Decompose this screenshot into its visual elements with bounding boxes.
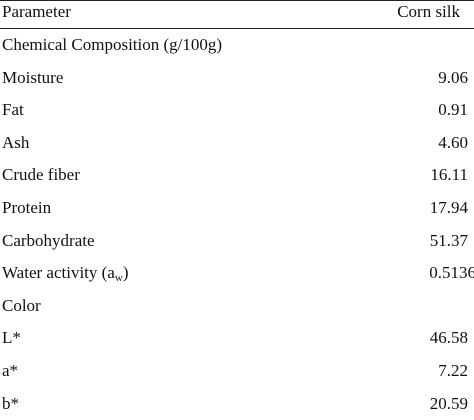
row-label: b* [2, 388, 19, 420]
row-label: Protein [2, 192, 51, 224]
table-row: b* 20.59 [0, 388, 474, 420]
label-text: Ash [2, 132, 30, 152]
row-value: 46.58 [429, 328, 468, 348]
table-row: Water activity (aw) 0.5136 [0, 257, 474, 289]
label-suffix: ) [122, 263, 129, 283]
header-row: Parameter Corn silk [0, 0, 474, 28]
row-value: 17.94 [429, 198, 468, 217]
row-label: Chemical Composition (g/100g) [2, 29, 222, 61]
row-label: Color [2, 290, 41, 322]
table-row: a* 7.22 [0, 355, 474, 387]
row-label: Fat [2, 94, 24, 126]
table-row: L* 46.58 [0, 322, 474, 354]
label-text: Water activity (a [2, 263, 115, 283]
row-value: 0.91 [438, 100, 468, 120]
row-label: Carbohydrate [2, 225, 95, 257]
label-text: Moisture [2, 67, 64, 87]
row-value: 7.22 [438, 361, 468, 380]
table-row: Chemical Composition (g/100g) [0, 29, 474, 61]
label-text: Carbohydrate [2, 230, 95, 250]
table-row: Fat 0.91 [0, 94, 474, 126]
header-rule [0, 28, 474, 29]
table-row: Crude fiber 16.11 [0, 159, 474, 191]
label-text: L* [2, 328, 21, 348]
table-row: Carbohydrate 51.37 [0, 225, 474, 257]
row-label: a* [2, 355, 18, 387]
row-label: Water activity (aw) [2, 257, 128, 289]
table-row: Protein 17.94 [0, 192, 474, 224]
label-text: a* [2, 361, 19, 380]
row-value: 0.5136 [429, 263, 474, 283]
table-row: Moisture 9.06 [0, 62, 474, 94]
row-value: 20.59 [429, 393, 468, 413]
table-row: Ash 4.60 [0, 127, 474, 159]
label-text: Chemical Composition (g/100g) [2, 35, 223, 54]
row-label: Crude fiber [2, 159, 80, 191]
row-label: L* [2, 322, 21, 354]
header-cell: Corn silk [397, 2, 460, 21]
label-text: Color [2, 295, 41, 315]
row-label: Moisture [2, 62, 63, 94]
top-rule [0, 0, 474, 1]
row-value: 16.11 [430, 165, 468, 185]
table-row: Color [0, 290, 474, 322]
label-subscript: w [114, 272, 123, 285]
label-text: Protein [2, 198, 52, 217]
row-value: 51.37 [429, 230, 468, 250]
row-value: 9.06 [438, 67, 468, 87]
header-cell: Parameter [2, 2, 71, 21]
label-text: Crude fiber [2, 165, 80, 185]
row-value: 4.60 [438, 132, 468, 152]
label-text: Fat [2, 100, 24, 120]
label-text: b* [2, 393, 19, 413]
row-label: Ash [2, 127, 29, 159]
